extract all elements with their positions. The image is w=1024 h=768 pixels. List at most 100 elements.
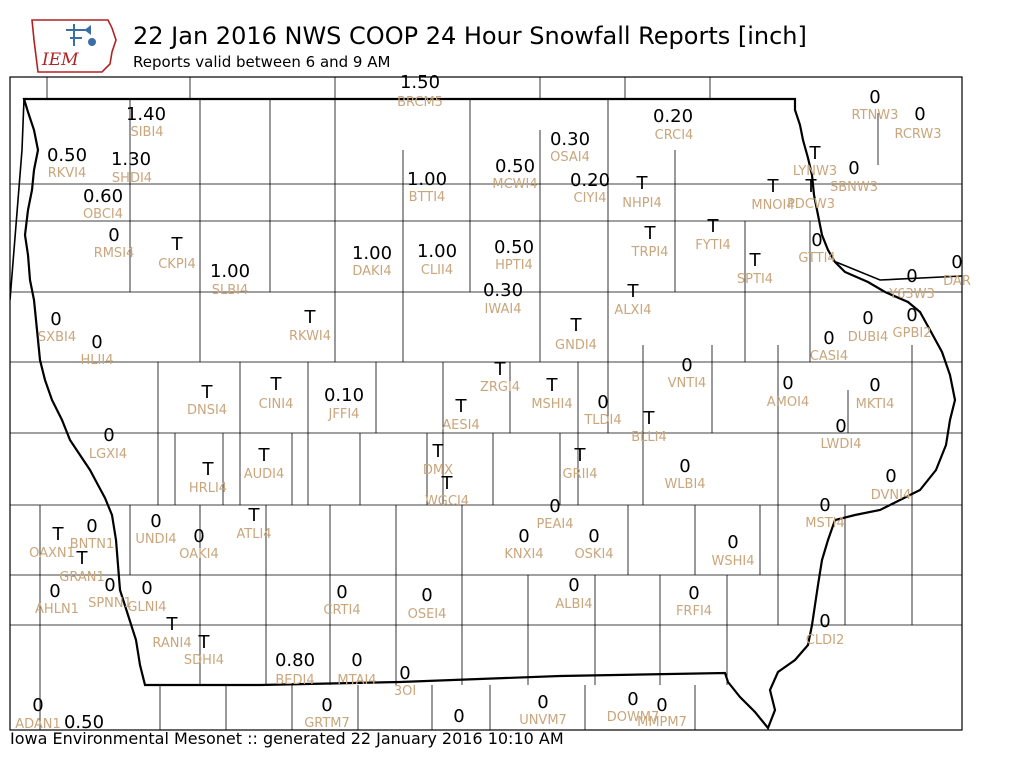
station-value: 0.50 (47, 145, 87, 166)
station-value: T (52, 524, 65, 545)
station-value: 0 (321, 695, 332, 716)
station-value: 0 (537, 692, 548, 713)
iem-logo-text: IEM (41, 50, 79, 70)
station-value: 0 (421, 585, 432, 606)
station-value: 0.30 (483, 280, 523, 301)
station-id: ATLI4 (236, 527, 271, 542)
station-value: 1.00 (407, 169, 447, 190)
station-id: VNTI4 (668, 376, 707, 391)
station-id: ADAN1 (15, 717, 61, 732)
station-id: WGCI4 (425, 494, 469, 509)
station-value: 0 (627, 689, 638, 710)
station-value: 0 (848, 158, 859, 179)
station-value: 1.40 (126, 104, 166, 125)
station-id: DOWM7 (607, 710, 660, 725)
map-background (10, 77, 962, 730)
station-id: OAXN1 (29, 546, 75, 561)
station-id: DVNI4 (871, 488, 912, 503)
station-value: 0.50 (495, 156, 535, 177)
station-value: 0 (727, 532, 738, 553)
station-value: 0 (681, 355, 692, 376)
station-id: LGXI4 (89, 447, 127, 462)
station-value: 0 (86, 516, 97, 537)
station-value: T (455, 396, 468, 417)
station-value: 0 (951, 252, 962, 273)
station-value: T (636, 173, 649, 194)
station-value: T (574, 445, 587, 466)
station-id: SIBI4 (130, 125, 163, 140)
station-id: CINI4 (259, 397, 294, 412)
station-id: NHPI4 (622, 196, 661, 211)
station-id: RTNW3 (852, 108, 899, 123)
station-value: T (644, 223, 657, 244)
map-frame (9, 76, 963, 731)
station-value: T (432, 441, 445, 462)
station-id: MTAI4 (337, 673, 376, 688)
station-value: T (546, 375, 559, 396)
station-id: AMOI4 (767, 395, 809, 410)
station-value: 0 (103, 425, 114, 446)
station-value: 0 (104, 575, 115, 596)
station-id: DAR (943, 274, 971, 289)
station-value: 0 (453, 706, 464, 727)
station-id: UNDI4 (135, 532, 176, 547)
station-id: Y63W3 (888, 287, 935, 302)
station-value: 0 (823, 328, 834, 349)
station-id: GNDI4 (555, 338, 597, 353)
station-value: 0 (906, 266, 917, 287)
station-id: BRCM5 (397, 95, 443, 110)
station-value: 0 (150, 511, 161, 532)
station-id: MMPM7 (637, 715, 687, 730)
station-id: BTTI4 (409, 190, 446, 205)
county-boundaries (10, 77, 962, 730)
station-id: SHDI4 (112, 171, 152, 186)
station-value: T (198, 632, 211, 653)
state-line-southeast (835, 261, 962, 281)
station-id: JFFI4 (328, 407, 360, 422)
station-id: CKPI4 (158, 257, 196, 272)
station-value: 0.60 (83, 186, 123, 207)
station-id: BLLI4 (631, 430, 667, 445)
station-value: T (643, 408, 656, 429)
station-id: DNSI4 (187, 403, 227, 418)
station-id: AUDI4 (244, 467, 285, 482)
station-id: WLBI4 (664, 477, 705, 492)
station-value: T (270, 374, 283, 395)
station-value: T (627, 281, 640, 302)
station-id: LYNW3 (793, 164, 837, 179)
station-value: 1.50 (400, 72, 440, 93)
station-id: AESI4 (442, 418, 479, 433)
station-value: 0 (568, 575, 579, 596)
station-value: 0 (869, 375, 880, 396)
station-id: MSHI4 (531, 397, 572, 412)
station-id: BEDI4 (275, 673, 314, 688)
station-value: 0.50 (64, 712, 104, 733)
station-value: 0.80 (275, 650, 315, 671)
station-value: 0 (597, 392, 608, 413)
station-id: SPNN1 (88, 596, 132, 611)
station-value: 0 (869, 87, 880, 108)
station-id: TLDI4 (583, 413, 621, 428)
station-value: T (201, 382, 214, 403)
station-value: 0 (49, 581, 60, 602)
station-id: AHLN1 (35, 602, 79, 617)
station-value: T (805, 176, 818, 197)
station-value: T (809, 143, 822, 164)
station-value: 0 (336, 582, 347, 603)
station-id: SDHI4 (184, 653, 224, 668)
station-value: T (202, 459, 215, 480)
station-id: CLDI2 (806, 633, 844, 648)
station-id: HRLI4 (189, 481, 227, 496)
station-value: T (494, 359, 507, 380)
station-value: 0 (351, 650, 362, 671)
station-id: DMX (423, 463, 453, 478)
station-id: BNTN1 (70, 537, 115, 552)
station-id: HPTI4 (495, 258, 533, 273)
station-value: 1.00 (352, 243, 392, 264)
weather-vane-icon (66, 24, 91, 46)
map-subtitle: Reports valid between 6 and 9 AM (133, 53, 391, 71)
station-id: MNOI4 (751, 198, 794, 213)
station-value: 0 (819, 611, 830, 632)
station-value: 0.20 (570, 170, 610, 191)
